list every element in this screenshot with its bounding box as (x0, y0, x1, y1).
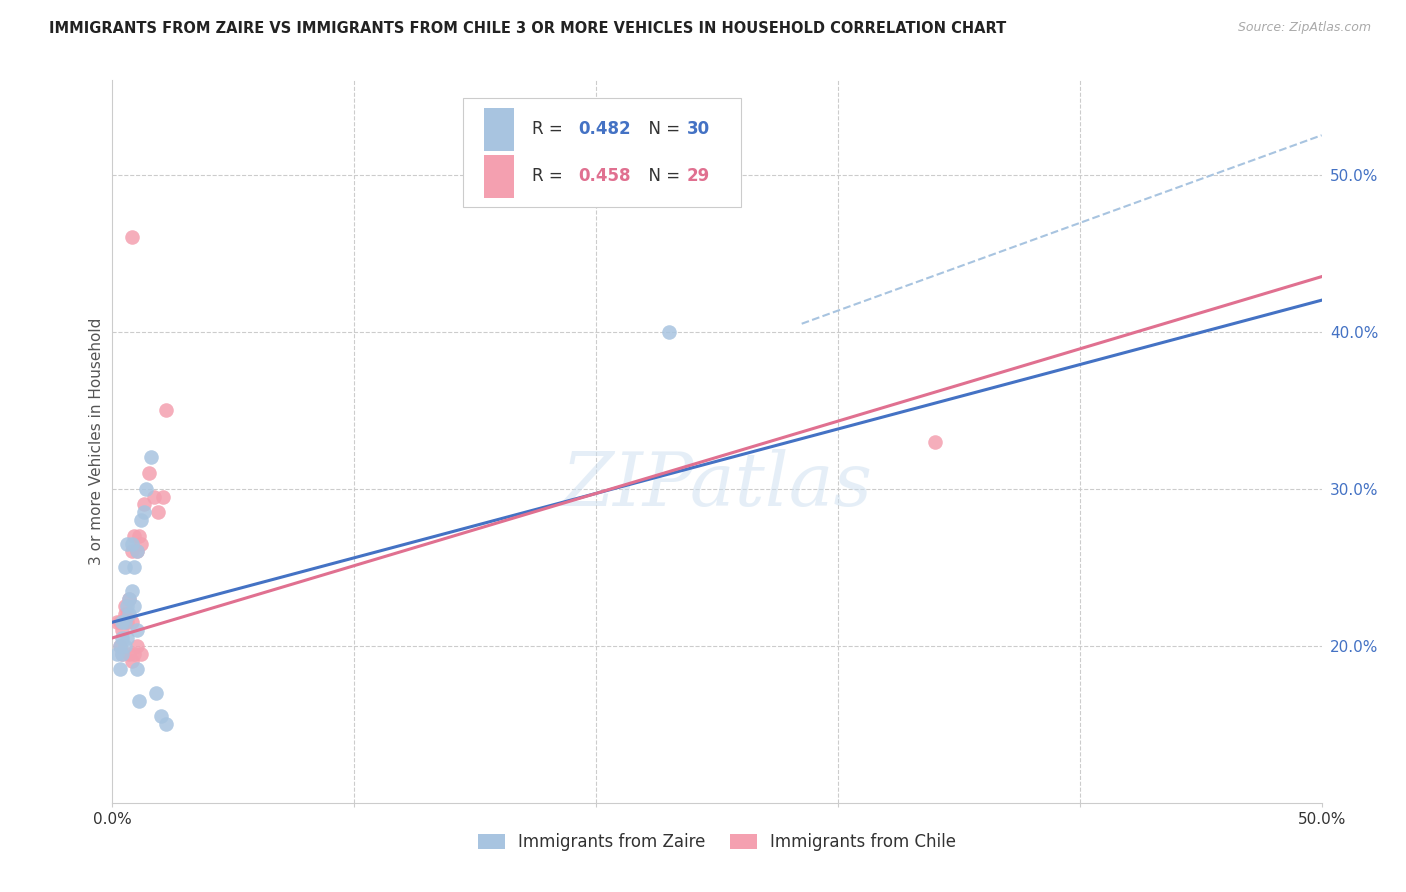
Point (114, 615, 136, 630)
Point (115, 536, 138, 550)
Point (115, 615, 138, 630)
FancyBboxPatch shape (463, 98, 741, 207)
Point (125, 544, 148, 558)
Point (145, 686, 167, 700)
Point (149, 709, 172, 723)
Point (131, 513, 153, 527)
Point (122, 647, 145, 661)
Point (152, 490, 174, 504)
Text: N =: N = (638, 120, 686, 138)
Point (128, 529, 150, 543)
Point (155, 403, 177, 417)
Point (111, 623, 134, 637)
Point (108, 615, 131, 630)
Point (108, 662, 131, 676)
Point (118, 647, 141, 661)
Point (114, 639, 136, 653)
Point (111, 647, 134, 661)
Point (108, 639, 131, 653)
Point (115, 599, 138, 614)
Point (131, 647, 153, 661)
FancyBboxPatch shape (484, 108, 515, 151)
Point (121, 615, 143, 630)
Point (132, 497, 155, 511)
Point (924, 434, 946, 449)
Point (114, 607, 136, 622)
Y-axis label: 3 or more Vehicles in Household: 3 or more Vehicles in Household (89, 318, 104, 566)
Text: R =: R = (531, 168, 568, 186)
Point (105, 615, 128, 630)
Point (118, 591, 141, 606)
Point (115, 607, 138, 622)
Point (142, 490, 165, 504)
Point (125, 662, 148, 676)
Point (111, 615, 134, 630)
Text: 29: 29 (688, 168, 710, 186)
Point (108, 639, 131, 653)
Point (122, 529, 145, 543)
Point (121, 544, 143, 558)
Point (118, 591, 141, 606)
Text: 30: 30 (688, 120, 710, 138)
Text: R =: R = (531, 120, 568, 138)
Point (135, 482, 157, 496)
Text: 0.482: 0.482 (578, 120, 631, 138)
Point (138, 466, 160, 480)
Point (121, 536, 143, 550)
Point (128, 694, 150, 708)
Point (105, 647, 128, 661)
Point (125, 544, 148, 558)
Point (131, 536, 153, 550)
Point (111, 647, 134, 661)
Point (122, 599, 145, 614)
Point (121, 655, 143, 669)
Point (141, 450, 163, 465)
Point (155, 717, 177, 731)
FancyBboxPatch shape (484, 154, 515, 198)
Point (111, 631, 134, 645)
Point (122, 560, 145, 574)
Text: 0.458: 0.458 (578, 168, 630, 186)
Point (125, 639, 148, 653)
Point (114, 599, 136, 614)
Text: ZIPatlas: ZIPatlas (561, 449, 873, 521)
Point (125, 623, 148, 637)
Point (148, 505, 170, 519)
Text: IMMIGRANTS FROM ZAIRE VS IMMIGRANTS FROM CHILE 3 OR MORE VEHICLES IN HOUSEHOLD C: IMMIGRANTS FROM ZAIRE VS IMMIGRANTS FROM… (49, 21, 1007, 36)
Point (132, 505, 155, 519)
Legend: Immigrants from Zaire, Immigrants from Chile: Immigrants from Zaire, Immigrants from C… (470, 825, 965, 860)
Point (658, 325, 681, 339)
Text: N =: N = (638, 168, 686, 186)
Text: Source: ZipAtlas.com: Source: ZipAtlas.com (1237, 21, 1371, 34)
Point (121, 583, 143, 598)
Point (121, 230, 143, 244)
Point (118, 607, 141, 622)
Point (114, 560, 136, 574)
Point (115, 631, 138, 645)
